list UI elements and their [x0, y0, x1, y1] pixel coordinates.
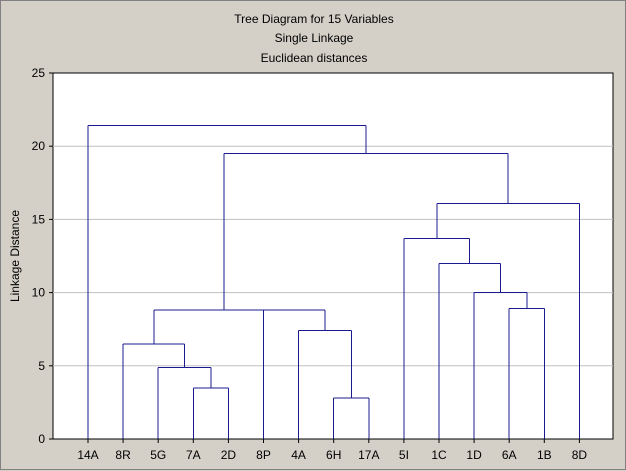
y-tick-label: 5 — [38, 359, 45, 373]
leaf-label: 17A — [358, 448, 379, 462]
leaf-label: 8P — [256, 448, 271, 462]
leaf-label: 5G — [150, 448, 166, 462]
leaf-label: 8D — [572, 448, 588, 462]
leaf-label: 8R — [115, 448, 131, 462]
leaf-label: 1C — [431, 448, 447, 462]
leaf-label: 7A — [186, 448, 201, 462]
tree-links — [87, 125, 580, 439]
chart-title-line-3: Euclidean distances — [261, 51, 368, 65]
y-axis-label: Linkage Distance — [8, 210, 22, 302]
y-axis-ticks: 0 5 10 15 20 25 — [32, 66, 53, 446]
leaf-label: 14A — [77, 448, 98, 462]
leaf-label: 6A — [502, 448, 517, 462]
y-tick-label: 25 — [32, 66, 46, 80]
leaf-label: 1B — [537, 448, 552, 462]
y-tick-label: 10 — [32, 286, 46, 300]
x-axis-ticks: 14A 8R 5G 7A 2D 8P 4A 6H 17A 5I 1C 1D 6A 1B 8D — [77, 439, 587, 462]
y-tick-label: 0 — [38, 432, 45, 446]
leaf-label: 2D — [221, 448, 237, 462]
leaf-label: 1D — [466, 448, 482, 462]
y-tick-label: 20 — [32, 139, 46, 153]
leaf-label: 6H — [326, 448, 341, 462]
leaf-label: 4A — [291, 448, 306, 462]
leaf-label: 5I — [399, 448, 409, 462]
plot-area — [52, 72, 614, 440]
chart-title-line-2: Single Linkage — [275, 31, 354, 45]
y-tick-label: 15 — [32, 212, 46, 226]
chart-title-line-1: Tree Diagram for 15 Variables — [234, 12, 393, 26]
